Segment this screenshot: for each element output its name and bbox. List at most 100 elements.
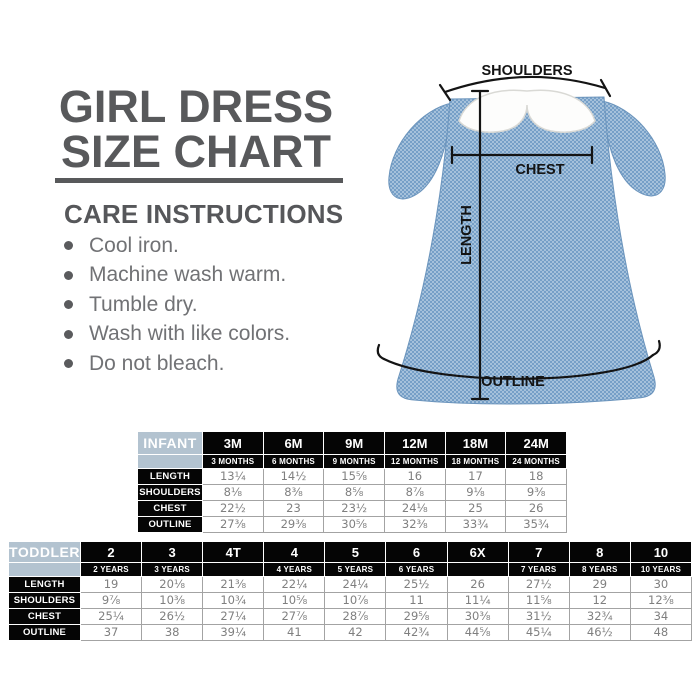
size-subheader-cell: 12 MONTHS <box>383 454 446 469</box>
shoulders-label: SHOULDERS <box>481 63 572 79</box>
care-item-text: Cool iron. <box>89 233 179 257</box>
size-subheader-cell: 6 MONTHS <box>262 454 325 469</box>
measure-row-label: CHEST <box>8 608 81 625</box>
size-header-cell: 4T <box>202 541 265 563</box>
measure-value-cell: 31½ <box>507 608 570 625</box>
measure-row-label: OUTLINE <box>8 624 81 641</box>
care-instructions-heading: CARE INSTRUCTIONS <box>64 199 344 229</box>
size-header-cell: 12M <box>383 431 446 455</box>
measure-value-cell: 10⅝ <box>263 592 326 609</box>
measure-value-cell: 39¼ <box>202 624 265 641</box>
care-item-text: Wash with like colors. <box>89 322 291 346</box>
measure-value-cell: 35¾ <box>505 516 567 533</box>
measure-value-cell: 17 <box>444 468 507 485</box>
measure-value-cell: 9⅜ <box>505 484 567 501</box>
measure-value-cell: 20⅛ <box>141 576 204 593</box>
measure-value-cell: 42¾ <box>385 624 448 641</box>
care-item: Cool iron. <box>64 231 290 261</box>
outline-arrow <box>382 353 655 380</box>
size-subheader-cell <box>446 562 509 577</box>
measure-row-label: SHOULDERS <box>137 484 203 501</box>
measure-value-cell: 8⅛ <box>202 484 264 501</box>
measure-value-cell: 26 <box>446 576 509 593</box>
measure-value-cell: 33¾ <box>444 516 507 533</box>
measure-value-cell: 30⅜ <box>446 608 509 625</box>
page-title-line1: GIRL DRESS <box>58 81 334 132</box>
measure-value-cell: 28⅞ <box>324 608 387 625</box>
page-title-line2: SIZE CHART <box>61 126 331 177</box>
measure-value-cell: 29⅜ <box>262 516 325 533</box>
measure-value-cell: 8⅞ <box>383 484 446 501</box>
measure-value-cell: 25½ <box>385 576 448 593</box>
measure-value-cell: 22½ <box>202 500 264 517</box>
measure-value-cell: 24¼ <box>324 576 387 593</box>
outline-arrow-hook-left <box>376 343 386 361</box>
shoulders-arrow <box>443 75 607 94</box>
size-header-cell: 9M <box>323 431 385 455</box>
size-header-cell: 5 <box>324 541 387 563</box>
outline-label: OUTLINE <box>481 374 545 390</box>
measure-value-cell: 44⅝ <box>446 624 509 641</box>
measure-value-cell: 23 <box>262 500 325 517</box>
measure-value-cell: 27½ <box>507 576 570 593</box>
size-subheader-cell <box>202 562 265 577</box>
care-item: Tumble dry. <box>64 290 290 320</box>
measure-row-label: LENGTH <box>137 468 203 485</box>
measure-value-cell: 12 <box>568 592 631 609</box>
outline-arrow-hook-right <box>651 339 661 357</box>
measure-value-cell: 38 <box>141 624 204 641</box>
dress-body <box>396 96 656 405</box>
dress-collar <box>458 89 596 133</box>
page-title: GIRL DRESS SIZE CHART <box>40 84 352 174</box>
measure-row-label: LENGTH <box>8 576 81 593</box>
size-header-cell: 6M <box>262 431 325 455</box>
size-header-cell: 10 <box>629 541 693 563</box>
measure-value-cell: 10¾ <box>202 592 265 609</box>
table-group-label: INFANT <box>137 431 203 455</box>
size-subheader-cell: 4 YEARS <box>263 562 326 577</box>
measure-value-cell: 12⅜ <box>629 592 693 609</box>
measure-value-cell: 37 <box>79 624 143 641</box>
table-group-label-sub <box>8 562 81 577</box>
care-item-text: Tumble dry. <box>89 292 198 316</box>
measure-value-cell: 11 <box>385 592 448 609</box>
measure-value-cell: 32¾ <box>568 608 631 625</box>
measure-value-cell: 10⅜ <box>141 592 204 609</box>
measure-value-cell: 16 <box>383 468 446 485</box>
table-group-label-sub <box>137 454 203 469</box>
toddler-size-table: TODDLER 2 3 4T 4 5 6 6X 7 8 10 2 YEARS 3 YEARS 4 YEAR… <box>8 541 693 641</box>
size-subheader-cell: 5 YEARS <box>324 562 387 577</box>
size-subheader-cell: 10 YEARS <box>629 562 693 577</box>
measure-value-cell: 8⅜ <box>262 484 325 501</box>
measure-value-cell: 27¼ <box>202 608 265 625</box>
size-subheader-cell: 24 MONTHS <box>505 454 567 469</box>
measure-row-label: OUTLINE <box>137 516 203 533</box>
measure-value-cell: 19 <box>79 576 143 593</box>
measure-value-cell: 29⅝ <box>385 608 448 625</box>
measure-value-cell: 24⅛ <box>383 500 446 517</box>
size-subheader-cell: 3 YEARS <box>141 562 204 577</box>
size-subheader-cell: 18 MONTHS <box>444 454 507 469</box>
care-list: Cool iron. Machine wash warm. Tumble dry. W… <box>64 231 290 379</box>
care-item: Wash with like colors. <box>64 320 290 350</box>
care-item-text: Do not bleach. <box>89 351 225 375</box>
size-header-cell: 7 <box>507 541 570 563</box>
size-subheader-cell: 9 MONTHS <box>323 454 385 469</box>
dress-sleeve-right <box>601 100 666 197</box>
size-header-cell: 24M <box>505 431 567 455</box>
size-header-cell: 3 <box>141 541 204 563</box>
measure-value-cell: 11⅝ <box>507 592 570 609</box>
measure-value-cell: 30⅝ <box>323 516 385 533</box>
size-subheader-cell: 3 MONTHS <box>202 454 264 469</box>
size-subheader-cell: 6 YEARS <box>385 562 448 577</box>
size-header-cell: 3M <box>202 431 264 455</box>
size-subheader-cell: 8 YEARS <box>568 562 631 577</box>
measure-value-cell: 22¼ <box>263 576 326 593</box>
measure-value-cell: 10⅞ <box>324 592 387 609</box>
measure-value-cell: 30 <box>629 576 693 593</box>
measure-value-cell: 14½ <box>262 468 325 485</box>
measure-value-cell: 18 <box>505 468 567 485</box>
measure-value-cell: 27⅜ <box>202 516 264 533</box>
measure-value-cell: 26½ <box>141 608 204 625</box>
measure-value-cell: 9⅞ <box>79 592 143 609</box>
